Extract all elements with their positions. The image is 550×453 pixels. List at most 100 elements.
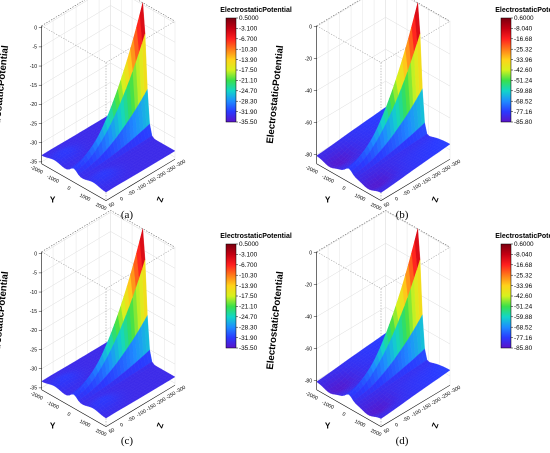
z-tick-label: 0 (34, 252, 37, 258)
colorbar-level-label: -10.30 (239, 272, 258, 279)
panel-c: 0 -5 -10 -15 -20 -25 -30 -35 -2000 -1000 0 1000 2000… (0, 210, 292, 452)
colorbar: 0.5000 -3.100 -6.700 -10.30 -13.90 -17.50 -21.… (220, 233, 292, 352)
colorbar-title: ElectrostaticPotential (220, 7, 292, 14)
y-tick-label: -1000 (45, 400, 59, 411)
colorbar-level-label: -8.040 (514, 252, 533, 259)
z-tick-label: -20 (30, 328, 37, 334)
surface (316, 228, 451, 419)
y-axis-title: Y (325, 421, 331, 430)
panel-label: (a) (121, 209, 134, 221)
colorbar-level-label: -6.700 (239, 262, 258, 269)
colorbar-title: ElectrostaticPotential (495, 233, 550, 240)
y-tick-label: 0 (66, 185, 71, 192)
colorbar-level-label: 0.5000 (239, 241, 259, 248)
box-top-edge (316, 210, 451, 253)
x-axis-title: Z (430, 422, 440, 430)
x-tick-label: 0 (394, 196, 400, 203)
colorbar-level-label: -24.70 (239, 314, 258, 321)
x-tick-label: -50 (402, 415, 411, 424)
z-tick-label: -10 (30, 64, 37, 70)
surface-plot: 0-5-10-15-20-25-30-35-2000-1000010002000… (0, 0, 292, 221)
x-tick-label: -50 (127, 189, 136, 198)
x-tick-label: -200 (155, 170, 167, 180)
surface (41, 228, 176, 419)
colorbar-title: ElectrostaticPotential (495, 7, 550, 14)
colorbar-gradient (225, 17, 237, 123)
z-gridline (316, 274, 451, 317)
surface-facet (378, 189, 385, 193)
colorbar-level-label: -3.100 (239, 26, 258, 33)
y-tick-label: 1000 (353, 419, 366, 429)
x-tick-label: -100 (411, 182, 423, 192)
y-tick-label: -2000 (29, 391, 43, 402)
colorbar-level-label: -6.700 (239, 36, 258, 43)
colorbar-level-label: -42.60 (514, 293, 533, 300)
z-gridline (316, 0, 451, 27)
x-tick-label: -300 (450, 159, 462, 169)
colorbar-level-label: -16.68 (514, 262, 533, 269)
x-axis-title: Z (155, 422, 165, 430)
x-axis-line (105, 158, 176, 201)
colorbar-level-label: -51.24 (514, 304, 533, 311)
y-axis-title: Y (50, 421, 56, 430)
z-tick-label: -80 (305, 152, 312, 158)
surface (41, 2, 176, 193)
z-tick-label: 0 (309, 251, 312, 257)
surface-facet (378, 415, 385, 419)
box-top-edge (316, 0, 451, 27)
panel-d: 0 -20 -40 -60 -80 -2000 -1000 0 1000 2000 50 0 -50 -1… (265, 210, 550, 452)
panel-b: 0 -20 -40 -60 -80 -2000 -1000 0 1000 2000 50 0 -50 -1… (265, 0, 550, 226)
x-tick-label: 50 (108, 427, 116, 435)
plot-box: 0-5-10-15-20-25-30-35-2000-1000010002000… (0, 0, 187, 212)
panel-label: (b) (396, 209, 409, 221)
colorbar-title: ElectrostaticPotential (220, 233, 292, 240)
colorbar-level-label: -17.50 (239, 293, 258, 300)
plot-box: 0-5-10-15-20-25-30-35-2000-1000010002000… (0, 210, 187, 438)
x-tick-label: 50 (383, 427, 391, 435)
x-tick-label: -250 (440, 165, 452, 175)
x-tick-label: -300 (450, 385, 462, 395)
x-tick-label: -150 (145, 176, 157, 186)
axes: 0-5-10-15-20-25-30-35-2000-1000010002000… (29, 252, 187, 439)
colorbar-level-label: -17.50 (239, 67, 258, 74)
y-tick-label: -2000 (29, 165, 43, 176)
x-tick-label: -50 (127, 415, 136, 424)
colorbar-level-label: -68.52 (514, 324, 533, 331)
x-tick-label: 0 (394, 422, 400, 429)
y-axis-line (316, 163, 382, 201)
surface-facet (103, 188, 110, 193)
panel-a: 0 -5 -10 -15 -20 -25 -30 -35 -2000 -1000 0 1000 2000… (0, 0, 292, 226)
panel-label: (c) (121, 435, 134, 447)
x-tick-label: 0 (119, 422, 125, 429)
y-tick-label: 2000 (95, 202, 108, 212)
y-tick-label: 0 (341, 185, 346, 192)
x-tick-label: -150 (420, 402, 432, 412)
colorbar-level-label: -21.10 (239, 78, 258, 85)
colorbar-level-label: -35.50 (239, 345, 258, 352)
box-front-top-edge (41, 21, 176, 63)
z-tick-label: -30 (30, 141, 37, 147)
x-tick-label: -100 (136, 182, 148, 192)
x-tick-label: 50 (108, 201, 116, 209)
colorbar-level-label: -31.90 (239, 335, 258, 342)
y-axis-line (316, 389, 382, 427)
colorbar-level-label: -28.30 (239, 98, 258, 105)
z-tick-label: -10 (30, 290, 37, 296)
colorbar: 0.6000 -8.040 -16.68 -25.32 -33.96 -42.60 -51.… (495, 7, 550, 126)
z-tick-label: -5 (33, 45, 38, 51)
colorbar-level-label: -13.90 (239, 57, 258, 64)
colorbar-level-label: -77.16 (514, 109, 533, 116)
x-tick-label: 0 (119, 196, 125, 203)
y-tick-label: -1000 (45, 174, 59, 185)
z-tick-label: -25 (30, 347, 37, 353)
colorbar-gradient (500, 243, 512, 349)
colorbar-level-label: -8.040 (514, 26, 533, 33)
z-tick-label: -60 (305, 120, 312, 126)
z-tick-label: -35 (30, 160, 37, 166)
surface-facet (103, 414, 110, 419)
z-tick-label: -15 (30, 309, 37, 315)
y-tick-label: -1000 (320, 174, 334, 185)
colorbar-level-label: -59.88 (514, 314, 533, 321)
colorbar-level-label: -85.80 (514, 119, 533, 126)
